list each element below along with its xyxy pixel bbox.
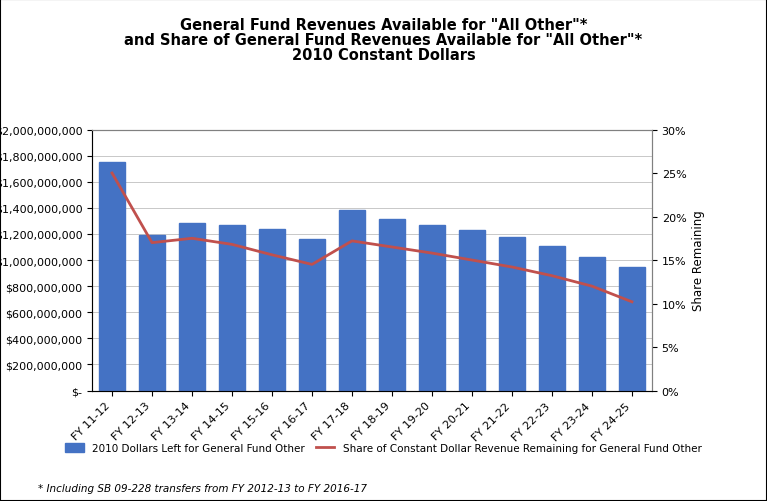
Y-axis label: Share Remaining: Share Remaining: [692, 210, 705, 311]
Bar: [459, 230, 485, 391]
Bar: [299, 239, 325, 391]
Bar: [539, 247, 565, 391]
Bar: [179, 223, 205, 391]
Bar: [339, 211, 365, 391]
Bar: [139, 235, 165, 391]
Text: 2010 Constant Dollars: 2010 Constant Dollars: [291, 48, 476, 63]
Legend: 2010 Dollars Left for General Fund Other, Share of Constant Dollar Revenue Remai: 2010 Dollars Left for General Fund Other…: [65, 443, 702, 453]
Bar: [379, 219, 405, 391]
Bar: [99, 163, 125, 391]
Bar: [579, 258, 605, 391]
Bar: [619, 267, 645, 391]
Bar: [219, 226, 245, 391]
Text: and Share of General Fund Revenues Available for "All Other"*: and Share of General Fund Revenues Avail…: [124, 33, 643, 48]
Text: * Including SB 09-228 transfers from FY 2012-13 to FY 2016-17: * Including SB 09-228 transfers from FY …: [38, 483, 367, 493]
Text: General Fund Revenues Available for "All Other"*: General Fund Revenues Available for "All…: [179, 18, 588, 33]
Bar: [499, 237, 525, 391]
Bar: [419, 225, 445, 391]
Bar: [259, 230, 285, 391]
